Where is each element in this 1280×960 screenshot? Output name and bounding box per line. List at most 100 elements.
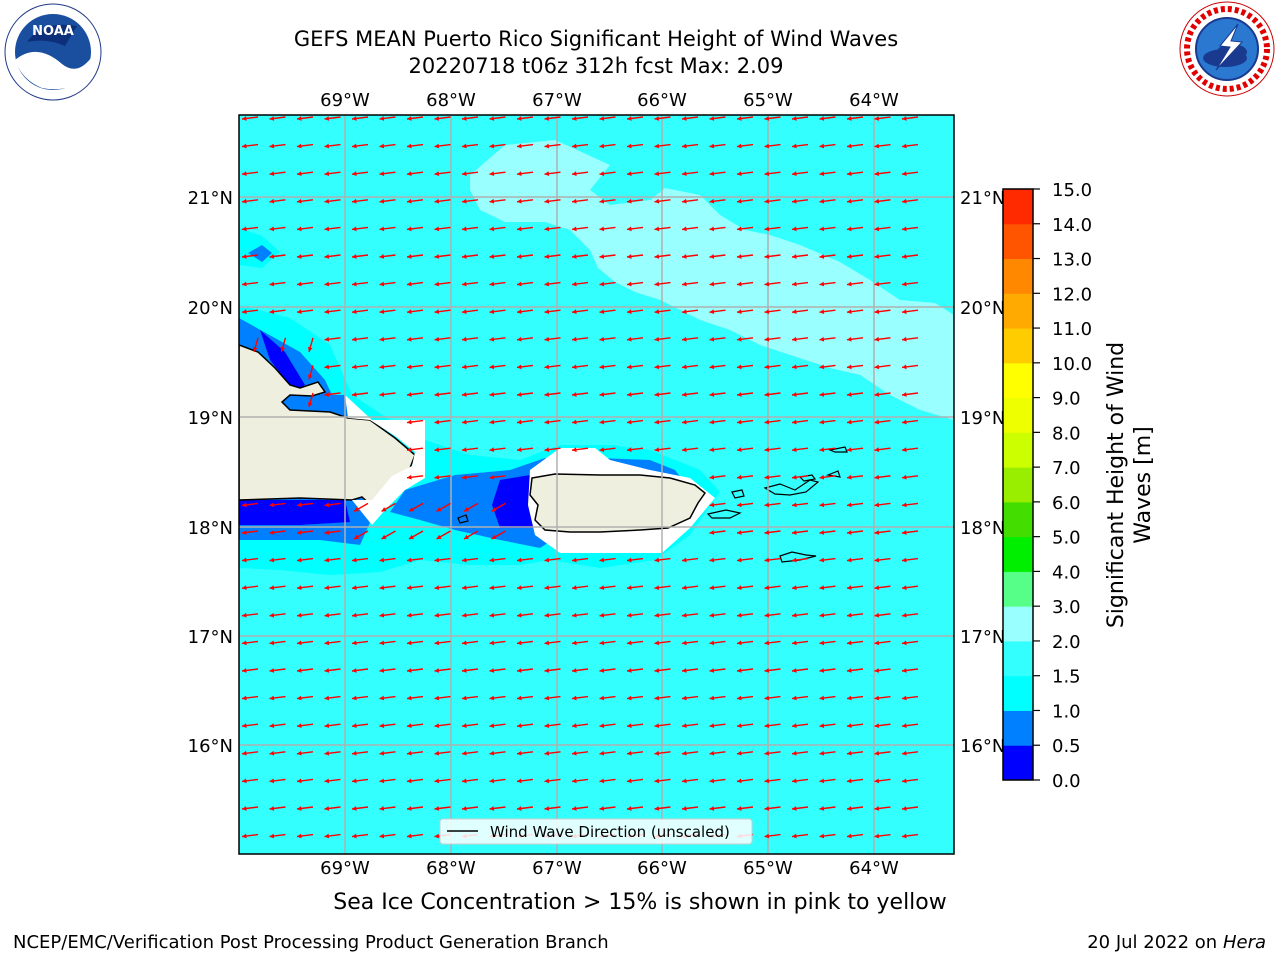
arrow-17-14 <box>626 585 644 591</box>
lon-label-top-5: 64°W <box>849 90 899 111</box>
arrow-25-10 <box>516 806 534 811</box>
arrow-10-4 <box>351 392 369 397</box>
arrow-7-10 <box>516 309 534 315</box>
arrow-9-11 <box>544 364 561 370</box>
arrow-24-8 <box>461 778 479 784</box>
lat-label-left-3: 18°N <box>188 518 233 539</box>
arrow-3-17 <box>709 198 726 204</box>
arrow-24-19 <box>764 778 781 784</box>
arrow-18-9 <box>489 612 506 618</box>
arrow-8-16 <box>681 336 699 342</box>
arrow-15-5 <box>381 530 396 540</box>
arrow-17-7 <box>434 585 451 591</box>
arrow-24-20 <box>791 778 809 784</box>
arrow-6-18 <box>736 281 754 287</box>
arrow-5-9 <box>489 254 506 259</box>
arrow-0-8 <box>461 116 479 121</box>
arrow-10-3 <box>324 392 341 397</box>
arrow-7-6 <box>406 309 424 315</box>
arrow-24-7 <box>434 778 451 784</box>
arrow-26-20 <box>791 833 809 839</box>
arrow-16-7 <box>434 557 451 563</box>
arrow-12-16 <box>681 447 699 453</box>
arrow-17-16 <box>681 585 699 591</box>
arrow-16-24 <box>901 557 919 563</box>
colorbar-tick-label-0: 15.0 <box>1052 180 1092 201</box>
arrow-4-13 <box>599 226 616 232</box>
arrow-0-2 <box>296 116 314 121</box>
arrow-20-12 <box>571 668 589 673</box>
arrow-23-7 <box>434 750 451 756</box>
arrow-4-22 <box>846 226 864 232</box>
arrow-23-1 <box>269 750 286 756</box>
arrow-13-8 <box>461 474 479 480</box>
arrow-17-11 <box>544 585 561 591</box>
arrow-26-6 <box>406 833 424 839</box>
arrow-25-9 <box>489 806 506 811</box>
arrow-26-0 <box>241 833 259 839</box>
colorbar-tick-label-7: 8.0 <box>1052 423 1081 444</box>
arrow-16-10 <box>516 557 534 563</box>
arrow-14-18 <box>736 502 754 508</box>
arrow-9-6 <box>406 364 424 370</box>
arrow-12-24 <box>901 447 919 453</box>
arrow-15-0 <box>241 530 259 535</box>
arrow-25-2 <box>296 806 314 811</box>
colorbar-band-15 <box>1003 223 1033 260</box>
arrow-22-11 <box>544 723 561 729</box>
arrow-3-1 <box>269 198 286 204</box>
arrow-19-2 <box>296 640 314 646</box>
arrow-25-20 <box>791 806 809 811</box>
wave-height-deep-blue-region <box>239 330 540 528</box>
arrow-12-12 <box>571 447 589 453</box>
arrow-17-18 <box>736 585 754 591</box>
arrow-3-7 <box>434 198 451 204</box>
colorbar-label-line1: Significant Height of Wind <box>1104 342 1129 628</box>
arrow-24-10 <box>516 778 534 784</box>
arrow-24-23 <box>874 778 891 784</box>
arrow-2-19 <box>764 171 781 177</box>
arrow-9-3 <box>324 364 341 370</box>
arrow-6-0 <box>241 281 259 287</box>
arrow-10-18 <box>736 392 754 397</box>
arrow-12-19 <box>764 447 781 453</box>
arrow-3-23 <box>874 198 891 204</box>
arrow-25-24 <box>901 806 919 811</box>
arrow-15-22 <box>846 530 864 535</box>
arrow-16-8 <box>461 557 479 563</box>
arrow-19-1 <box>269 640 286 646</box>
arrow-7-3 <box>324 309 341 315</box>
arrow-25-8 <box>461 806 479 811</box>
arrow-19-16 <box>681 640 699 646</box>
arrow-2-7 <box>434 171 451 177</box>
arrow-8-9 <box>489 336 506 342</box>
arrow-7-5 <box>379 309 396 315</box>
colorbar-tick-label-14: 1.5 <box>1052 667 1081 688</box>
arrow-8-10 <box>516 336 534 342</box>
arrow-4-6 <box>406 226 424 232</box>
arrow-16-13 <box>599 557 616 563</box>
arrow-0-13 <box>599 116 616 121</box>
arrow-17-1 <box>269 585 286 591</box>
arrow-15-19 <box>764 530 781 535</box>
lon-label-top-3: 66°W <box>637 90 687 111</box>
arrow-23-9 <box>489 750 506 756</box>
arrow-1-9 <box>489 143 506 149</box>
arrow-3-21 <box>819 198 836 204</box>
arrow-22-8 <box>461 723 479 729</box>
arrow-4-17 <box>709 226 726 232</box>
arrow-6-3 <box>324 281 341 287</box>
arrow-18-17 <box>709 612 726 618</box>
colorbar-tick-label-8: 7.0 <box>1052 458 1081 479</box>
arrow-7-13 <box>599 309 616 315</box>
arrow-4-18 <box>736 226 754 232</box>
arrow-14-0 <box>241 502 259 508</box>
map-frame <box>238 114 955 855</box>
arrow-20-21 <box>819 668 836 673</box>
arrow-22-22 <box>846 723 864 729</box>
arrow-9-4 <box>351 364 369 370</box>
lat-label-right-0: 21°N <box>960 188 1005 209</box>
arrow-1-12 <box>571 143 589 149</box>
arrow-22-23 <box>874 723 891 729</box>
lat-label-left-1: 20°N <box>188 298 233 319</box>
